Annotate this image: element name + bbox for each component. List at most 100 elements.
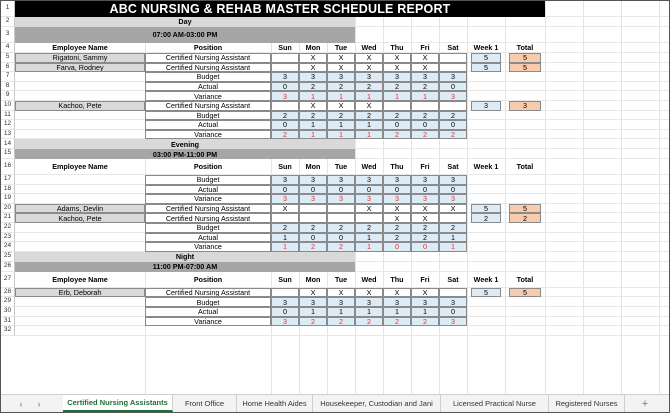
budget-value[interactable]: 2 — [299, 223, 327, 233]
budget-value[interactable]: 3 — [383, 297, 411, 307]
variance-value[interactable]: 1 — [327, 129, 355, 140]
actual-label[interactable]: Actual — [145, 184, 271, 195]
row-number[interactable]: 11 — [1, 110, 15, 121]
row-number[interactable]: 27 — [1, 271, 15, 288]
actual-value[interactable]: 0 — [271, 184, 299, 195]
schedule-cell[interactable]: X — [355, 53, 383, 63]
header-week[interactable]: Week 1 — [473, 275, 499, 285]
header-day-sun[interactable]: Sun — [278, 162, 292, 172]
header-week[interactable]: Week 1 — [473, 162, 499, 172]
actual-label[interactable]: Actual — [145, 232, 271, 243]
budget-value[interactable]: 2 — [411, 223, 439, 233]
actual-value[interactable]: 0 — [271, 81, 299, 92]
row-number[interactable]: 12 — [1, 120, 15, 130]
budget-value[interactable]: 2 — [327, 223, 355, 233]
actual-value[interactable]: 2 — [383, 232, 411, 243]
variance-value[interactable]: 1 — [355, 91, 383, 101]
chevron-left-icon[interactable]: ‹ — [19, 398, 23, 409]
budget-value[interactable]: 3 — [299, 297, 327, 307]
budget-value[interactable]: 3 — [411, 72, 439, 82]
budget-value[interactable]: 3 — [383, 175, 411, 185]
variance-value[interactable]: 2 — [383, 316, 411, 327]
variance-label[interactable]: Variance — [145, 91, 271, 101]
week-total[interactable]: 5 — [471, 287, 501, 298]
row-number[interactable]: 24 — [1, 242, 15, 252]
grand-total[interactable]: 5 — [509, 203, 541, 214]
budget-value[interactable]: 3 — [383, 72, 411, 82]
row-number[interactable]: 16 — [1, 159, 15, 175]
row-number[interactable]: 5 — [1, 53, 15, 63]
employee-name[interactable]: Adams, Devlin — [15, 203, 145, 214]
variance-value[interactable]: 2 — [327, 316, 355, 327]
budget-value[interactable]: 2 — [271, 223, 299, 233]
grand-total[interactable]: 2 — [509, 213, 541, 223]
employee-name[interactable]: Kachoo, Pete — [15, 101, 145, 111]
employee-position[interactable]: Certified Nursing Assistant — [145, 62, 271, 73]
row-number[interactable]: 1 — [1, 1, 15, 17]
row-number[interactable]: 21 — [1, 213, 15, 223]
variance-value[interactable]: 1 — [327, 91, 355, 101]
actual-value[interactable]: 1 — [327, 307, 355, 317]
header-day-sat[interactable]: Sat — [447, 43, 459, 53]
variance-value[interactable]: 2 — [271, 129, 299, 140]
variance-value[interactable]: 3 — [383, 194, 411, 204]
chevron-right-icon[interactable]: › — [37, 398, 41, 409]
actual-value[interactable]: 0 — [271, 307, 299, 317]
header-day-thu[interactable]: Thu — [390, 162, 404, 172]
sheet-tab[interactable]: Home Health Aides — [237, 395, 313, 412]
budget-value[interactable]: 3 — [299, 175, 327, 185]
budget-value[interactable]: 3 — [355, 175, 383, 185]
header-day-tue[interactable]: Tue — [334, 275, 348, 285]
row-number[interactable]: 10 — [1, 101, 15, 111]
budget-value[interactable]: 2 — [271, 110, 299, 121]
schedule-cell[interactable]: X — [355, 287, 383, 298]
employee-position[interactable]: Certified Nursing Assistant — [145, 203, 271, 214]
variance-label[interactable]: Variance — [145, 194, 271, 204]
schedule-cell[interactable]: X — [411, 213, 439, 223]
schedule-cell[interactable]: X — [355, 203, 383, 214]
schedule-cell[interactable] — [439, 62, 467, 73]
add-sheet-icon[interactable]: + — [641, 397, 649, 410]
budget-value[interactable]: 2 — [383, 223, 411, 233]
budget-value[interactable]: 3 — [327, 175, 355, 185]
actual-value[interactable]: 0 — [327, 184, 355, 195]
row-number[interactable]: 26 — [1, 261, 15, 272]
budget-label[interactable]: Budget — [145, 110, 271, 121]
sheet-tab[interactable]: Registered Nurses — [549, 395, 625, 412]
budget-value[interactable]: 3 — [439, 175, 467, 185]
actual-value[interactable]: 1 — [299, 120, 327, 130]
row-number[interactable]: 9 — [1, 91, 15, 101]
actual-value[interactable]: 1 — [327, 120, 355, 130]
header-day-mon[interactable]: Mon — [305, 162, 321, 172]
employee-name[interactable]: Rigatoni, Sammy — [15, 53, 145, 63]
schedule-cell[interactable] — [271, 62, 299, 73]
header-total[interactable]: Total — [516, 275, 534, 285]
actual-value[interactable]: 1 — [271, 232, 299, 243]
budget-value[interactable]: 3 — [327, 72, 355, 82]
schedule-cell[interactable]: X — [383, 213, 411, 223]
row-number[interactable]: 30 — [1, 307, 15, 317]
schedule-cell[interactable]: X — [411, 287, 439, 298]
schedule-cell[interactable] — [439, 53, 467, 63]
actual-value[interactable]: 0 — [355, 184, 383, 195]
variance-value[interactable]: 1 — [383, 91, 411, 101]
row-number[interactable]: 32 — [1, 326, 15, 336]
row-number[interactable]: 29 — [1, 297, 15, 307]
schedule-cell[interactable]: X — [439, 203, 467, 214]
variance-value[interactable]: 3 — [271, 194, 299, 204]
header-day-fri[interactable]: Fri — [420, 43, 430, 53]
header-week[interactable]: Week 1 — [473, 43, 499, 53]
employee-name[interactable]: Farva, Rodney — [15, 62, 145, 73]
budget-value[interactable]: 2 — [439, 223, 467, 233]
budget-value[interactable]: 3 — [271, 297, 299, 307]
header-employee-name[interactable]: Employee Name — [52, 275, 108, 285]
variance-value[interactable]: 1 — [299, 129, 327, 140]
schedule-cell[interactable]: X — [327, 287, 355, 298]
variance-label[interactable]: Variance — [145, 129, 271, 140]
schedule-cell[interactable]: X — [327, 101, 355, 111]
row-number[interactable]: 20 — [1, 203, 15, 214]
actual-value[interactable]: 1 — [439, 232, 467, 243]
shift-time[interactable]: 11:00 PM-07:00 AM — [15, 261, 355, 272]
budget-value[interactable]: 2 — [439, 110, 467, 121]
actual-value[interactable]: 0 — [299, 184, 327, 195]
